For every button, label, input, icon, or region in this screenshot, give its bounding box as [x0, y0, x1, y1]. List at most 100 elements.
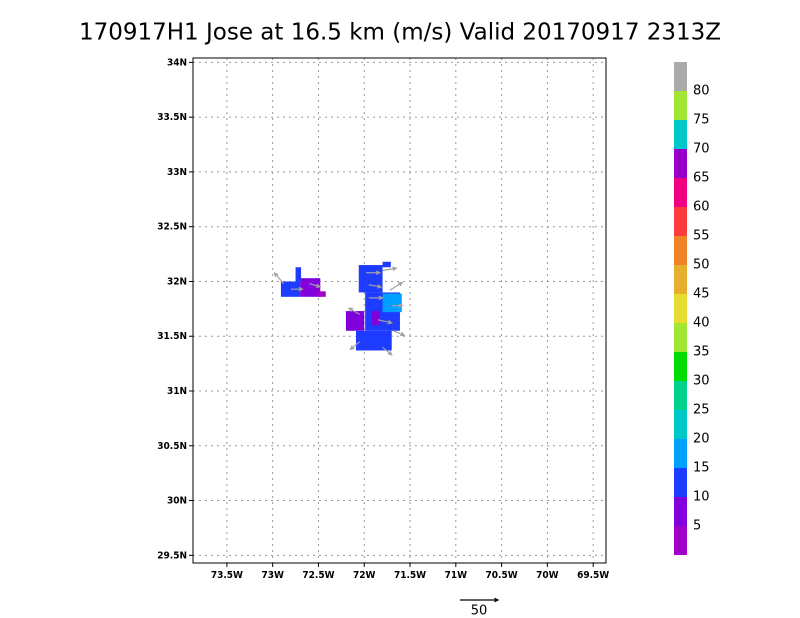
colorbar-label: 20 [693, 432, 710, 447]
x-tick-label: 71.5W [394, 570, 426, 581]
wind-vector-part [398, 281, 404, 287]
colorbar-label: 75 [693, 113, 710, 128]
wind-vector [290, 286, 304, 292]
wind-vector [368, 295, 384, 301]
colorbar-label: 5 [693, 519, 701, 534]
cell [345, 311, 365, 331]
wind-vector-part [315, 283, 322, 288]
colorbar-box [674, 294, 687, 323]
y-tick-label: 31.5N [157, 331, 187, 342]
wind-vector-part [349, 345, 355, 351]
wind-vector-part [398, 303, 404, 308]
colorbar-label: 65 [693, 171, 710, 186]
wind-vector-part [378, 295, 384, 301]
chart-title: 170917H1 Jose at 16.5 km (m/s) Valid 201… [79, 20, 721, 46]
colorbar-label: 50 [693, 258, 710, 273]
colorbar-label: 25 [693, 403, 710, 418]
colorbar-box [674, 120, 687, 149]
colorbar-label: 45 [693, 287, 710, 302]
y-tick-label: 33.5N [157, 112, 187, 123]
cell [295, 267, 302, 282]
reference-label: 50 [471, 604, 488, 618]
colorbar-label: 30 [693, 374, 710, 389]
wind-vector [309, 283, 322, 288]
colorbar-label: 55 [693, 229, 710, 244]
reference-vector-part [494, 597, 500, 603]
colorbar-label: 80 [693, 84, 710, 99]
y-tick-label: 32.5N [157, 222, 187, 233]
y-tick-label: 31N [167, 386, 187, 397]
colorbar-label: 15 [693, 461, 710, 476]
wind-vector [349, 341, 361, 351]
wind-vector-part [387, 319, 394, 325]
colorbar-box [674, 236, 687, 265]
x-tick-label: 72.5W [302, 570, 334, 581]
y-tick-label: 30N [167, 496, 187, 507]
wind-vector-part [377, 319, 392, 324]
wind-vector-part [298, 286, 304, 292]
wind-vector [391, 303, 404, 308]
wind-vector [347, 307, 360, 315]
y-tick-label: 30.5N [157, 441, 187, 452]
wind-vector-part [347, 307, 354, 312]
wind-vector [366, 270, 382, 275]
colorbar-label: 40 [693, 316, 710, 331]
wind-vector-part [368, 284, 382, 288]
colorbar-box [674, 497, 687, 526]
x-tick-label: 70W [536, 570, 559, 581]
wind-vector-part [389, 282, 403, 291]
colorbar-box [674, 352, 687, 381]
wind-vector-part [393, 330, 405, 336]
colorbar-box [674, 178, 687, 207]
cell [317, 291, 326, 297]
y-tick-label: 34N [167, 57, 187, 68]
wind-vector [377, 319, 394, 325]
colorbar-box [674, 149, 687, 178]
colorbar-box [674, 526, 687, 555]
cell [300, 278, 321, 297]
colorbar-label: 60 [693, 200, 710, 215]
wind-vector [273, 271, 285, 285]
colorbar-box [674, 207, 687, 236]
cell [371, 311, 380, 326]
colorbar-label: 70 [693, 142, 710, 157]
x-tick-label: 71W [445, 570, 468, 581]
colorbar-box [674, 439, 687, 468]
wind-vector-part [382, 346, 393, 356]
y-tick-label: 32N [167, 276, 187, 287]
colorbar-box [674, 265, 687, 294]
cell [382, 261, 391, 268]
colorbar-label: 10 [693, 490, 710, 505]
y-tick-label: 33N [167, 167, 187, 178]
cell [356, 330, 392, 351]
wind-vector-part [382, 267, 397, 272]
colorbar-box [674, 91, 687, 120]
y-tick-label: 29.5N [157, 550, 187, 561]
colorbar-box [674, 381, 687, 410]
cell [382, 293, 402, 313]
wind-vector-part [375, 270, 382, 275]
colorbar-label: 35 [693, 345, 710, 360]
cell [280, 281, 301, 297]
wind-vector-part [392, 266, 398, 272]
wind-vector-part [387, 350, 393, 356]
colorbar-box [674, 468, 687, 497]
wind-vector [382, 346, 393, 356]
plot-frame [192, 57, 607, 564]
x-tick-label: 70.5W [486, 570, 518, 581]
wind-vector [389, 281, 404, 291]
wind-vector [368, 284, 383, 289]
wind-vector-part [273, 271, 279, 278]
x-tick-label: 72W [353, 570, 376, 581]
colorbar-box [674, 410, 687, 439]
wind-vector-part [400, 331, 406, 337]
cell [358, 265, 383, 293]
wind-vector-part [348, 307, 360, 315]
colorbar-box [674, 323, 687, 352]
x-tick-label: 73W [261, 570, 284, 581]
wind-vector-part [350, 341, 361, 350]
x-tick-label: 73.5W [211, 570, 243, 581]
wind-vector-part [309, 283, 321, 288]
colorbar-box [674, 62, 687, 91]
